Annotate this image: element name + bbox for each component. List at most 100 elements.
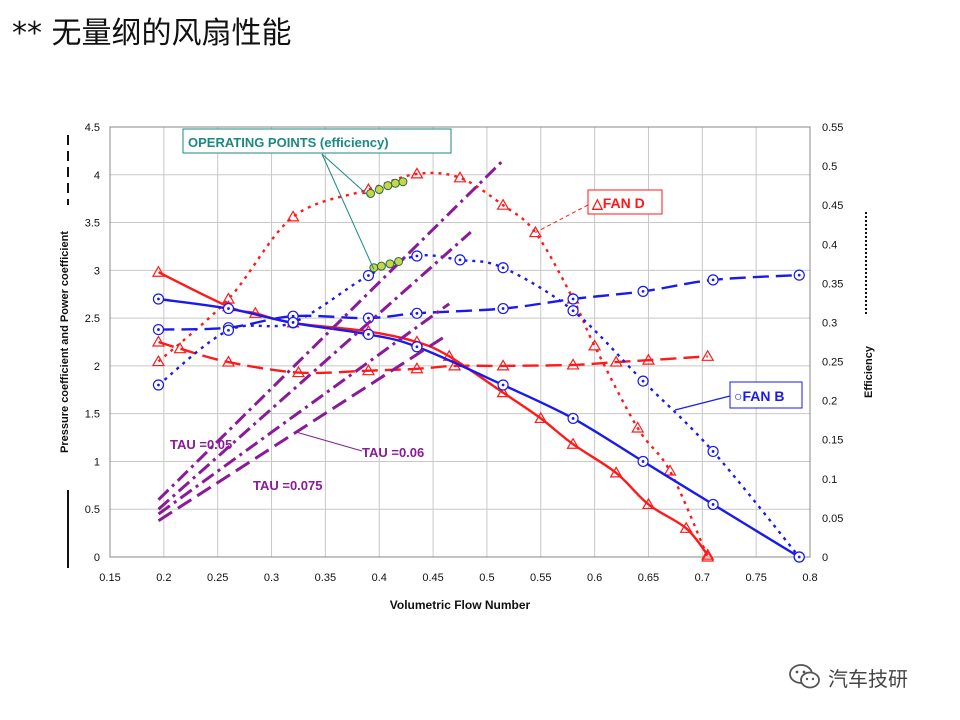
- annotation-arrow-fan-b: [674, 395, 731, 411]
- operating-point: [385, 259, 395, 269]
- y-right-tick-label: 0.45: [822, 200, 843, 212]
- operating-point: [394, 256, 404, 266]
- data-point-triangle: [496, 198, 510, 210]
- y-left-tick-label: 2.5: [85, 313, 100, 325]
- series-line: [157, 335, 445, 522]
- data-point-triangle: [410, 362, 424, 374]
- operating-point: [390, 178, 400, 188]
- wechat-icon: [789, 664, 820, 689]
- data-point-circle-dot: [157, 328, 160, 331]
- y-right-tick-label: 0.5: [822, 161, 837, 173]
- data-point-triangle: [641, 497, 656, 510]
- annotation-fan-d: △FAN D: [591, 195, 645, 211]
- data-point-triangle: [410, 167, 424, 179]
- data-point-triangle: [291, 365, 306, 378]
- series-operating-points: [369, 256, 404, 273]
- annotation-box-fan-d: [587, 189, 663, 215]
- y-right-tick-label: 0.1: [822, 474, 837, 486]
- data-point-circle-dot: [711, 503, 715, 506]
- data-point-triangle: [701, 550, 715, 562]
- data-point-circle-dot: [157, 297, 160, 301]
- series-fan-b-efficiency: [152, 250, 805, 563]
- y-left-tick-label: 0: [94, 552, 100, 564]
- data-point-circle-dot: [415, 311, 419, 315]
- series-tau-7: [157, 230, 472, 511]
- x-tick-label: 0.75: [745, 572, 766, 584]
- y-right-tick-label: 0.35: [822, 278, 843, 290]
- data-point-triangle: [151, 265, 166, 277]
- y-left-tick-label: 4.5: [85, 122, 100, 134]
- x-tick-label: 0.2: [156, 572, 171, 584]
- data-point-circle-dot: [641, 289, 645, 293]
- data-point-circle-dot: [571, 417, 575, 420]
- y-right-tick-label: 0: [822, 552, 828, 564]
- x-axis-label: Volumetric Flow Number: [390, 598, 531, 612]
- data-point-circle-dot: [227, 307, 230, 310]
- series-line: [157, 230, 472, 511]
- data-point-triangle: [453, 171, 467, 183]
- data-point-triangle: [221, 355, 236, 367]
- data-point-triangle: [534, 411, 548, 424]
- series-line: [157, 302, 451, 516]
- plot-frame: [109, 126, 811, 558]
- y-left-tick-label: 0.5: [85, 504, 100, 516]
- data-point-triangle: [566, 437, 580, 449]
- data-point-circle-dot: [797, 555, 801, 559]
- data-point-circle-dot: [501, 307, 505, 310]
- x-tick-label: 0.35: [315, 572, 336, 584]
- y-right-tick-label: 0.55: [822, 122, 843, 134]
- data-point-circle-dot: [291, 321, 295, 324]
- data-point-circle-dot: [501, 383, 505, 387]
- y-right-tick-label: 0.25: [822, 357, 843, 369]
- operating-point: [398, 177, 408, 187]
- x-tick-label: 0.15: [99, 572, 120, 584]
- data-point-triangle: [588, 339, 602, 351]
- y-left-tick-label: 2: [94, 361, 100, 373]
- annotation-arrow-operating-2: [321, 153, 375, 270]
- data-point-circle-dot: [227, 328, 230, 332]
- x-tick-label: 0.25: [207, 572, 228, 584]
- data-point-circle-dot: [367, 332, 370, 336]
- slide-title: ** 无量纲的风扇性能: [12, 16, 292, 51]
- y-left-tick-label: 1: [94, 456, 100, 468]
- data-point-circle-dot: [367, 274, 370, 277]
- y-right-tick-label: 0.4: [822, 239, 837, 251]
- series-line: [158, 297, 800, 559]
- operating-point: [376, 261, 386, 271]
- y-left-tick-label: 3: [94, 265, 100, 277]
- annotation-arrow-tau-006: [295, 431, 363, 452]
- x-tick-label: 0.55: [530, 572, 551, 584]
- data-point-circle-dot: [571, 297, 575, 301]
- data-point-circle-dot: [641, 460, 645, 463]
- data-point-triangle: [151, 354, 166, 367]
- watermark-text: 汽车技研: [828, 666, 908, 691]
- annotation-tau-006: TAU =0.06: [362, 445, 424, 460]
- data-point-triangle: [528, 225, 542, 238]
- watermark: 汽车技研: [788, 662, 908, 692]
- data-point-circle-dot: [571, 309, 575, 313]
- data-point-circle-dot: [157, 383, 160, 387]
- data-point-circle-dot: [641, 379, 645, 383]
- operating-point: [366, 188, 376, 198]
- data-point-triangle: [609, 466, 623, 478]
- data-point-triangle: [609, 355, 623, 367]
- y-right-axis-label: Efficiency: [863, 345, 875, 398]
- annotation-tau-005: TAU =0.05: [170, 437, 232, 452]
- series-operating-points: [366, 177, 408, 198]
- x-tick-label: 0.8: [802, 572, 817, 584]
- series-fan-b-pressure: [152, 293, 805, 563]
- data-point-triangle: [663, 464, 677, 476]
- x-tick-label: 0.6: [587, 572, 602, 584]
- data-point-triangle: [496, 385, 510, 398]
- x-tick-label: 0.65: [638, 572, 659, 584]
- data-point-circle-dot: [458, 258, 462, 262]
- data-point-circle-dot: [415, 345, 419, 349]
- y-left-tick-label: 1.5: [85, 409, 100, 421]
- data-point-circle-dot: [367, 316, 370, 320]
- annotation-box-operating-points: [182, 128, 452, 154]
- data-point-circle-dot: [501, 266, 505, 270]
- series-fan-d-power: [151, 335, 715, 378]
- data-point-triangle: [361, 363, 376, 376]
- data-point-circle-dot: [797, 273, 801, 277]
- data-point-triangle: [173, 341, 187, 354]
